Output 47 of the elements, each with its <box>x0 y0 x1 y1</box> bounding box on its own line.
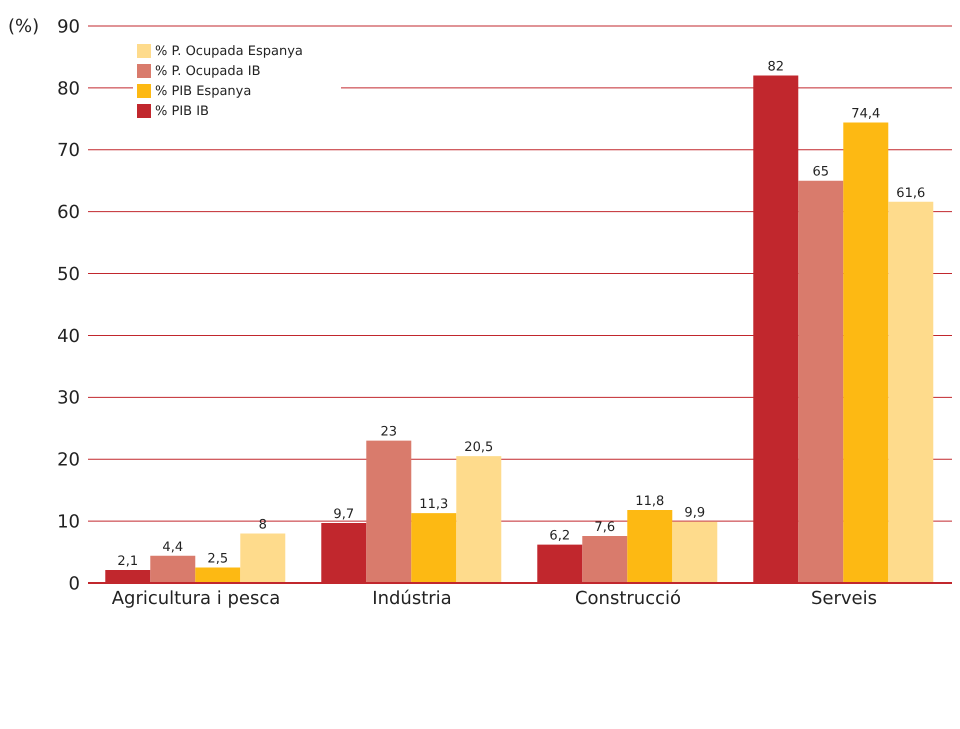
bar <box>411 513 456 583</box>
data-label: 4,4 <box>162 540 184 555</box>
x-tick-label: Indústria <box>372 588 452 609</box>
bar <box>195 568 240 583</box>
data-label: 20,5 <box>464 440 494 456</box>
bar <box>798 180 844 583</box>
y-tick-label: 40 <box>57 326 80 347</box>
x-tick-label: Agricultura i pesca <box>112 588 280 609</box>
y-tick-label: 0 <box>68 573 80 594</box>
data-label: 11,3 <box>419 497 448 512</box>
data-label: 23 <box>380 424 398 440</box>
bar <box>582 536 628 583</box>
bar <box>150 556 196 583</box>
y-tick-label: 30 <box>57 388 80 409</box>
data-label: 9,7 <box>333 506 354 522</box>
y-tick-label: 90 <box>57 16 80 38</box>
y-tick-label: 10 <box>57 512 80 532</box>
y-axis-title: (%) <box>8 16 40 37</box>
bar <box>627 510 672 583</box>
data-label: 82 <box>768 60 784 75</box>
data-label: 2,1 <box>117 554 138 570</box>
bar <box>456 456 502 583</box>
legend-label: % P. Ocupada IB <box>155 64 261 79</box>
legend-label: % PIB Espanya <box>155 84 252 99</box>
data-label: 8 <box>258 517 267 532</box>
bar <box>366 440 412 583</box>
y-tick-label: 80 <box>57 78 80 100</box>
bar <box>888 202 934 583</box>
data-label: 6,2 <box>549 528 570 544</box>
legend-label: % PIB IB <box>155 104 209 119</box>
data-label: 74,4 <box>851 106 880 122</box>
data-label: 2,5 <box>207 552 228 567</box>
x-tick-label: Serveis <box>810 588 878 609</box>
x-tick-label: Construcció <box>574 588 682 609</box>
y-tick-label: 50 <box>57 264 80 285</box>
data-label: 65 <box>812 164 830 180</box>
data-label: 9,9 <box>684 506 706 521</box>
legend-label: % P. Ocupada Espanya <box>155 44 303 59</box>
y-tick-label: 20 <box>57 450 80 471</box>
bar <box>672 522 718 583</box>
data-label: 7,6 <box>594 520 616 535</box>
y-tick-label: 70 <box>57 140 80 162</box>
y-tick-label: 60 <box>57 202 80 224</box>
data-label: 11,8 <box>635 494 664 509</box>
data-label: 61,6 <box>896 186 926 201</box>
bar <box>843 122 888 583</box>
bar <box>240 533 286 583</box>
